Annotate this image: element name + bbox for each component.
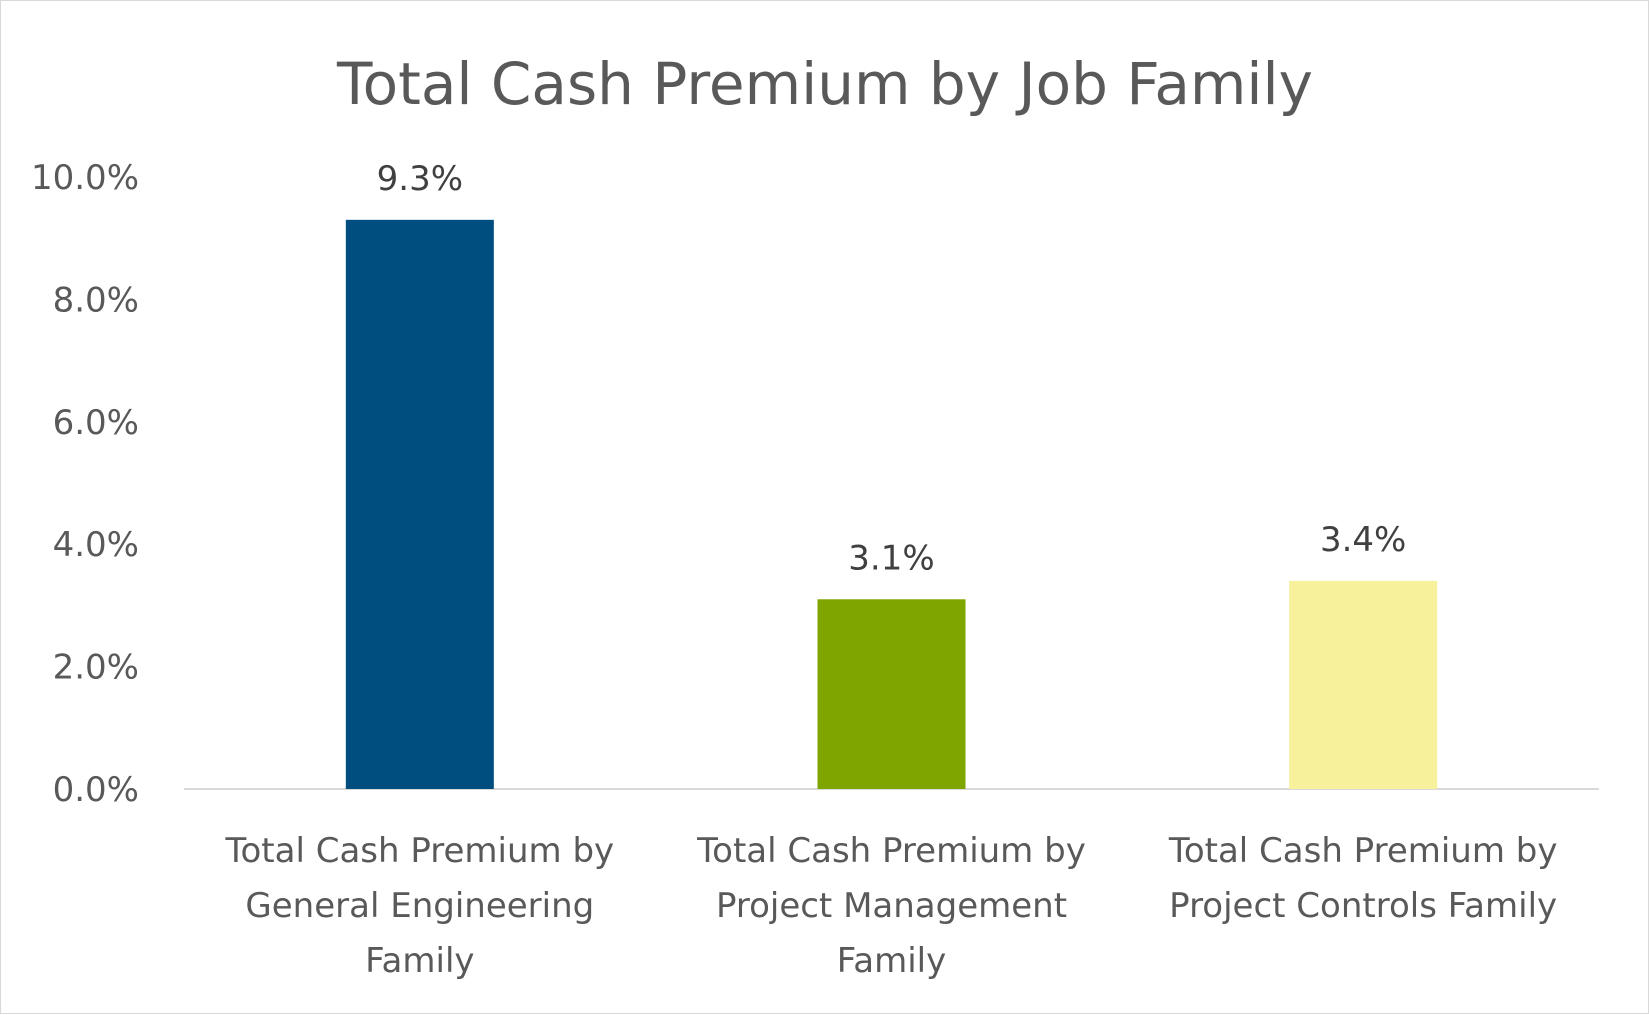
y-tick-label: 6.0%: [53, 403, 139, 443]
data-labels: 9.3% 3.1% 3.4%: [377, 159, 1407, 578]
data-label: 3.1%: [848, 538, 934, 578]
y-tick-label: 10.0%: [31, 158, 139, 198]
x-axis: Total Cash Premium by General Engineering…: [224, 831, 1557, 981]
x-category-label: Project Controls Family: [1169, 886, 1557, 926]
data-label: 3.4%: [1320, 520, 1406, 560]
x-category-label: General Engineering: [245, 886, 594, 926]
x-category-label: Total Cash Premium by: [1168, 831, 1558, 871]
chart-title: Total Cash Premium by Job Family: [336, 50, 1313, 118]
y-tick-label: 4.0%: [53, 525, 139, 565]
data-label: 9.3%: [377, 159, 463, 199]
x-category-label: Total Cash Premium by: [696, 831, 1086, 871]
y-axis: 0.0% 2.0% 4.0% 6.0% 8.0% 10.0%: [31, 158, 139, 810]
bar: [345, 219, 494, 790]
x-category-label: Project Management: [716, 886, 1067, 926]
bars: [345, 219, 1438, 790]
bar: [817, 599, 966, 789]
x-category-label: Family: [365, 941, 474, 981]
bar: [1289, 580, 1438, 789]
x-category-label: Total Cash Premium by: [224, 831, 614, 871]
y-tick-label: 0.0%: [53, 770, 139, 810]
x-category-label: Family: [837, 941, 946, 981]
y-tick-label: 8.0%: [53, 280, 139, 320]
y-tick-label: 2.0%: [53, 648, 139, 688]
